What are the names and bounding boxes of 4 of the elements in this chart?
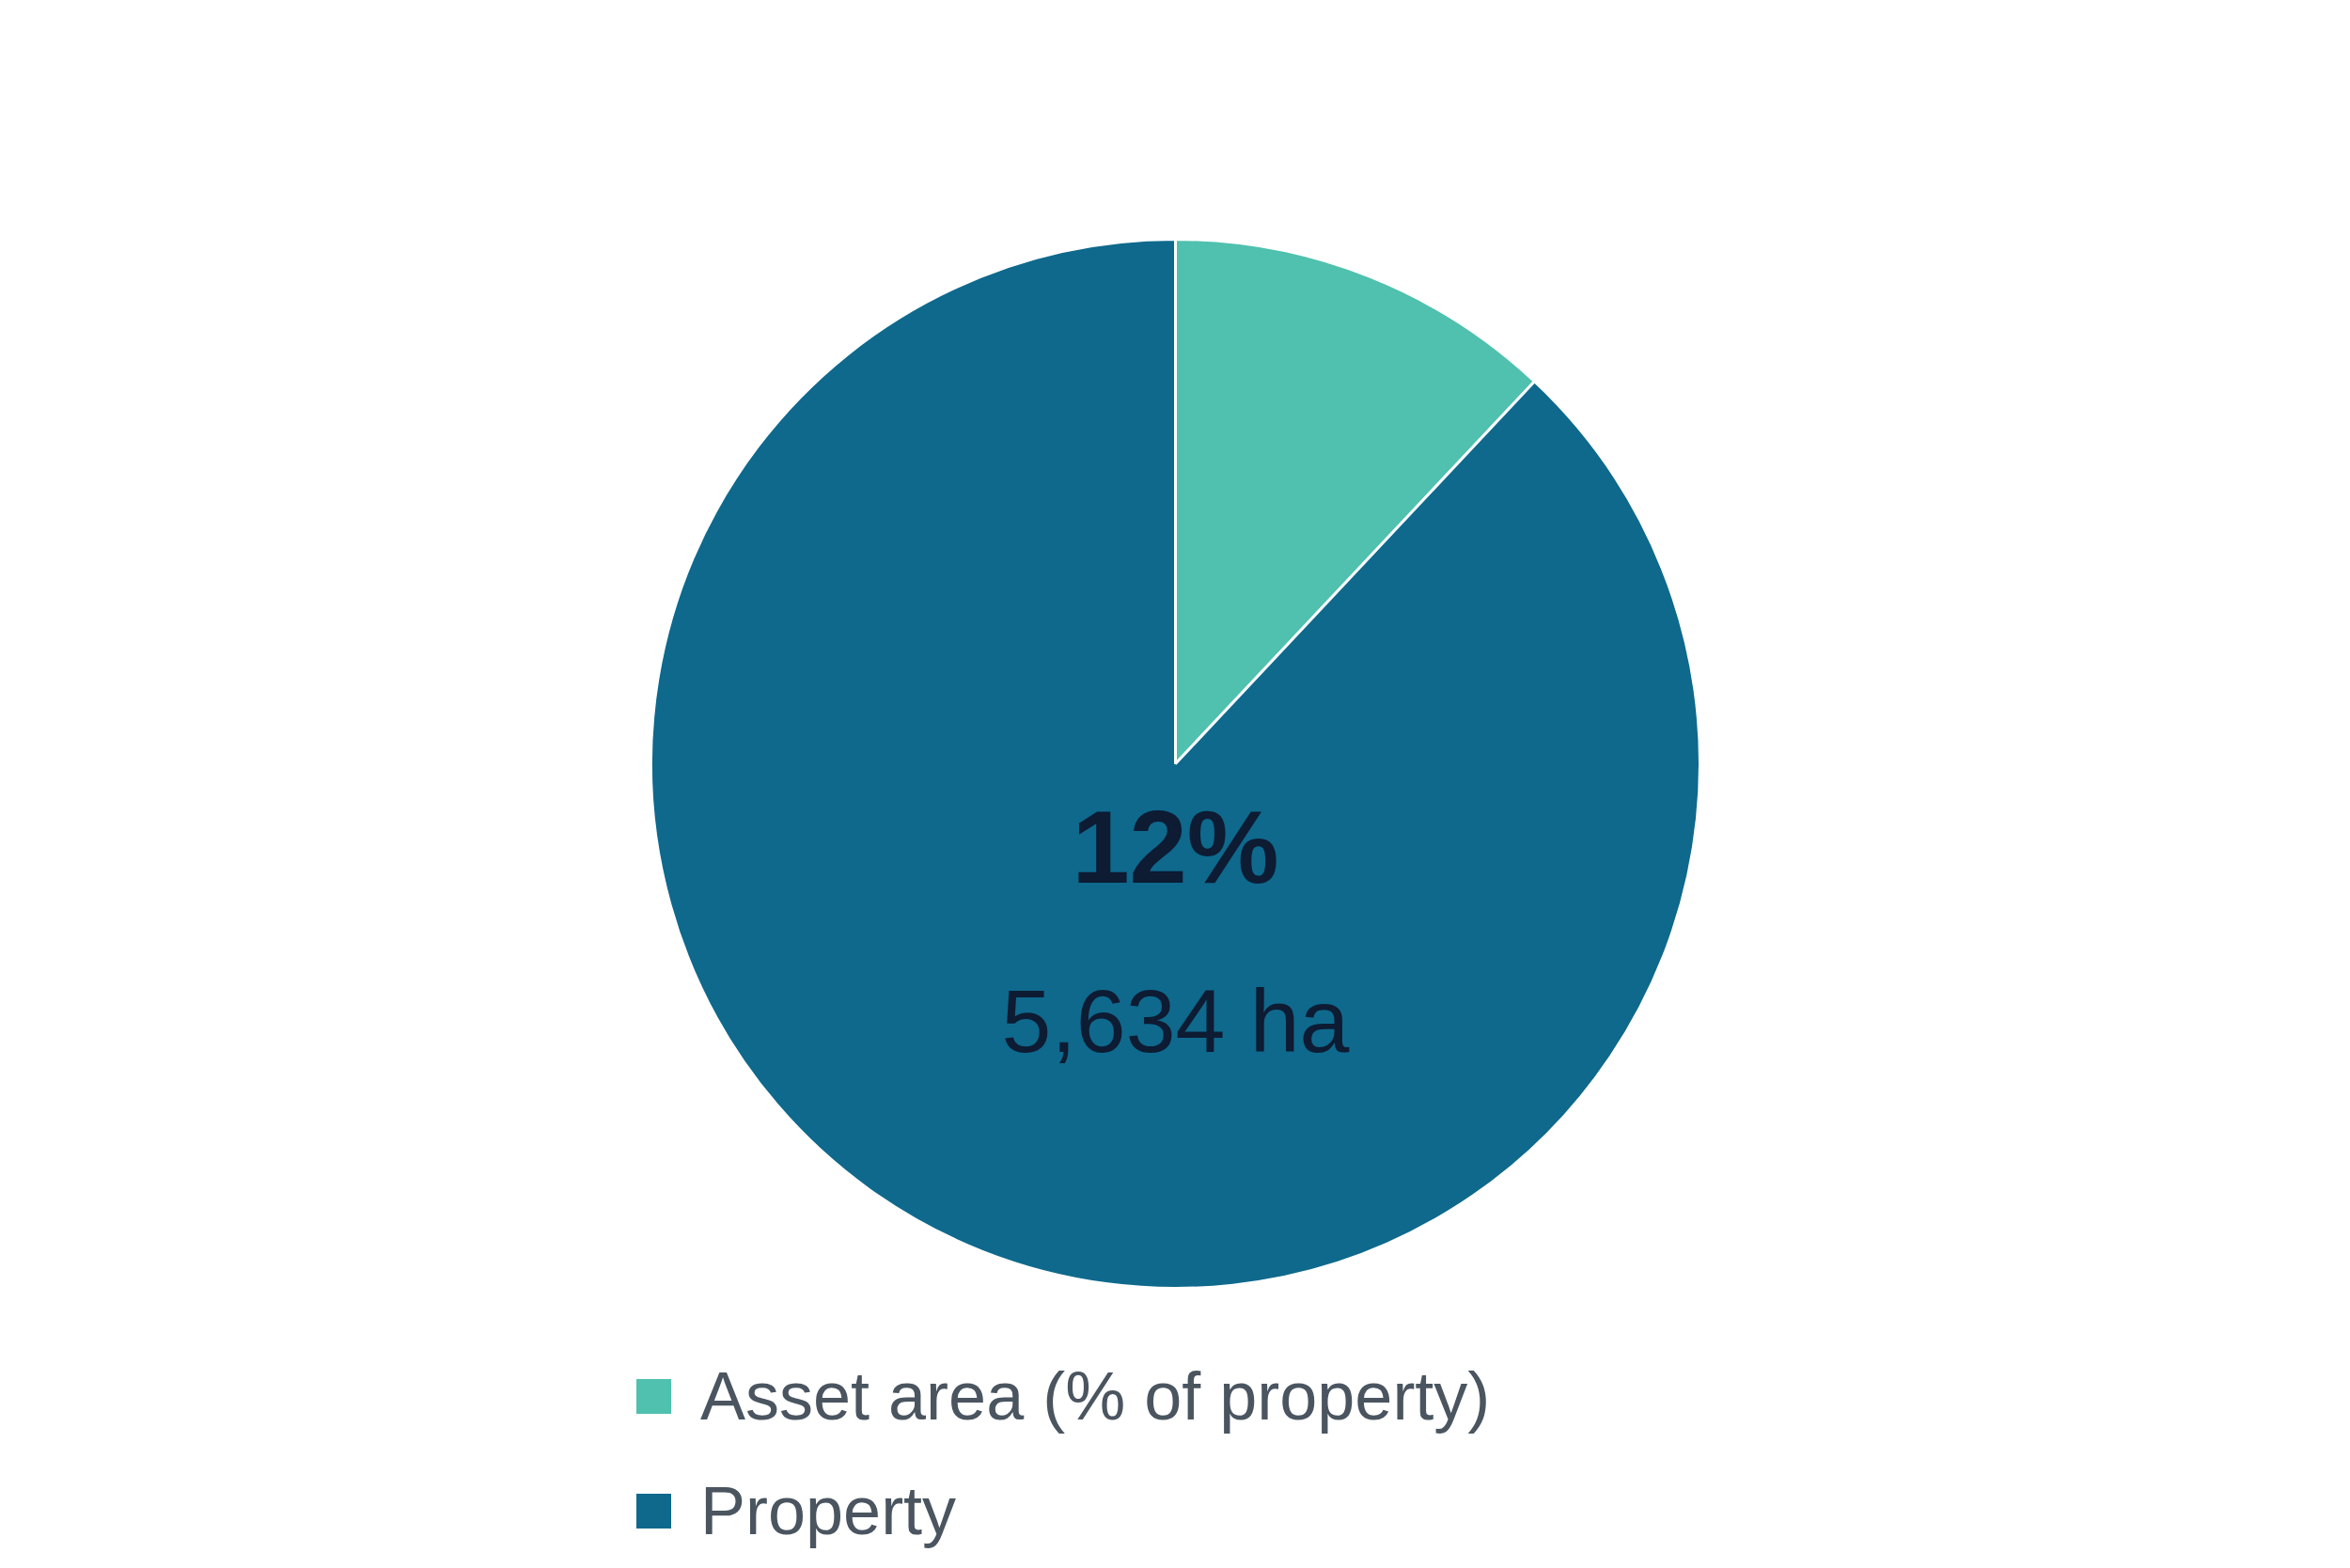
- legend-label: Asset area (% of property): [700, 1357, 1491, 1435]
- legend-label: Property: [700, 1472, 957, 1549]
- text: 5,634 ha: [1001, 970, 1350, 1071]
- text: 12%: [1072, 789, 1279, 904]
